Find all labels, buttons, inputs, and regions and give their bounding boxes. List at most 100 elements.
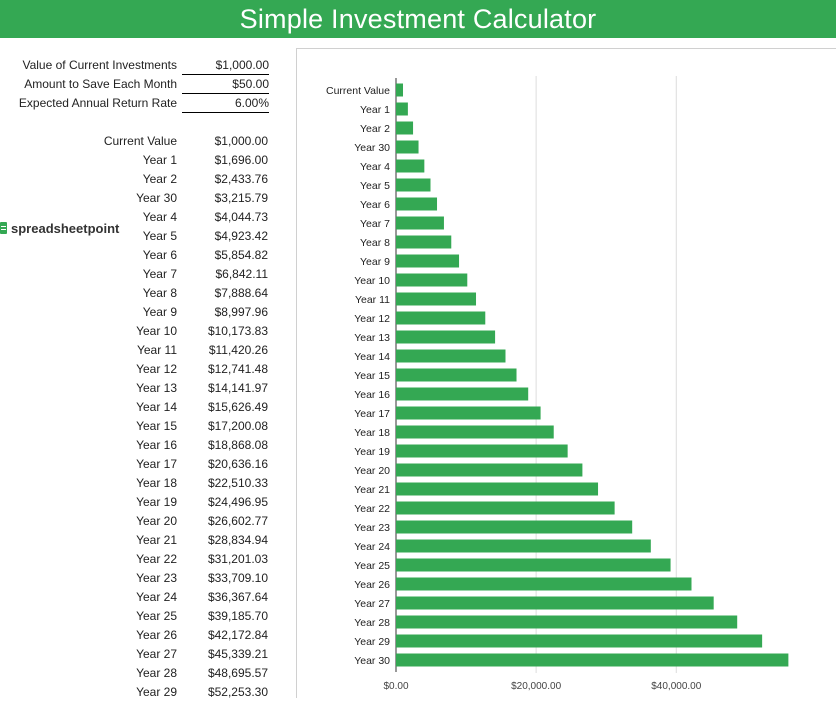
table-row-label: Year 25 <box>136 609 177 623</box>
table-row-label: Year 12 <box>136 362 177 376</box>
bar[interactable] <box>396 368 517 382</box>
table-row-value: $36,367.64 <box>207 590 268 604</box>
bar[interactable] <box>396 482 599 496</box>
bar[interactable] <box>396 539 651 553</box>
bar[interactable] <box>396 159 425 173</box>
x-tick-label: $40,000.00 <box>651 681 701 692</box>
table-row: Year 11 $11,420.26 <box>0 341 270 360</box>
y-tick-label: Year 17 <box>354 408 390 420</box>
bar[interactable] <box>396 387 529 401</box>
table-row: Year 16 $18,868.08 <box>0 436 270 455</box>
table-row-label: Year 6 <box>142 248 177 262</box>
table-row: Year 24 $36,367.64 <box>0 588 270 607</box>
y-tick-label: Year 18 <box>354 427 390 439</box>
bar[interactable] <box>396 634 763 648</box>
bar[interactable] <box>396 83 404 97</box>
table-row-value: $2,433.76 <box>214 172 268 186</box>
bar[interactable] <box>396 121 414 135</box>
bar[interactable] <box>396 463 583 477</box>
table-row: Year 12 $12,741.48 <box>0 360 270 379</box>
table-row-label: Year 13 <box>136 381 177 395</box>
table-row-label: Year 5 <box>142 229 177 243</box>
bar[interactable] <box>396 311 486 325</box>
y-tick-label: Year 22 <box>354 503 390 515</box>
bar[interactable] <box>396 102 408 116</box>
input-row: Expected Annual Return Rate 6.00% <box>0 94 270 113</box>
table-row: Year 26 $42,172.84 <box>0 626 270 645</box>
bar[interactable] <box>396 596 714 610</box>
input-row: Amount to Save Each Month $50.00 <box>0 75 270 94</box>
table-row: Year 14 $15,626.49 <box>0 398 270 417</box>
bar[interactable] <box>396 216 444 230</box>
table-row-label: Year 20 <box>136 514 177 528</box>
table-row: Current Value $1,000.00 <box>0 132 270 151</box>
bar[interactable] <box>396 406 541 420</box>
y-tick-label: Year 20 <box>354 465 390 477</box>
y-tick-label: Year 9 <box>360 256 390 268</box>
table-row: Year 8 $7,888.64 <box>0 284 270 303</box>
table-row: Year 22 $31,201.03 <box>0 550 270 569</box>
y-tick-label: Year 11 <box>355 294 390 306</box>
table-row: Year 6 $5,854.82 <box>0 246 270 265</box>
x-tick-label: $20,000.00 <box>511 681 561 692</box>
table-row: Year 17 $20,636.16 <box>0 455 270 474</box>
bar[interactable] <box>396 501 615 515</box>
brand-logo: spreadsheetpoint <box>0 219 119 237</box>
table-row-label: Year 2 <box>142 172 177 186</box>
table-row-label: Year 9 <box>142 305 177 319</box>
table-row-value: $1,000.00 <box>214 134 268 148</box>
table-row-label: Year 7 <box>142 267 177 281</box>
bar[interactable] <box>396 140 419 154</box>
bar[interactable] <box>396 425 554 439</box>
table-row-value: $31,201.03 <box>207 552 268 566</box>
chart-frame <box>296 48 836 698</box>
table-row-value: $17,200.08 <box>207 419 268 433</box>
table-row: Year 21 $28,834.94 <box>0 531 270 550</box>
input-value-cell[interactable]: $1,000.00 <box>182 56 269 75</box>
table-row-label: Year 17 <box>136 457 177 471</box>
table-row-label: Year 29 <box>136 685 177 699</box>
input-value-cell[interactable]: $50.00 <box>182 75 269 94</box>
table-row-value: $10,173.83 <box>207 324 268 338</box>
bar[interactable] <box>396 254 460 268</box>
table-row: Year 4 $4,044.73 <box>0 208 270 227</box>
spreadsheet-icon <box>0 222 7 234</box>
bar[interactable] <box>396 558 671 572</box>
bar[interactable] <box>396 330 496 344</box>
table-row-value: $4,923.42 <box>214 229 268 243</box>
table-row-value: $45,339.21 <box>207 647 268 661</box>
bar[interactable] <box>396 577 692 591</box>
table-row-value: $22,510.33 <box>207 476 268 490</box>
input-label: Expected Annual Return Rate <box>18 96 177 110</box>
y-tick-label: Year 12 <box>354 313 390 325</box>
bar[interactable] <box>396 444 568 458</box>
y-tick-label: Year 7 <box>360 218 390 230</box>
table-row-label: Year 8 <box>142 286 177 300</box>
y-tick-label: Year 5 <box>360 180 390 192</box>
y-tick-label: Current Value <box>326 85 390 97</box>
page-title: Simple Investment Calculator <box>239 3 597 34</box>
table-row: Year 2 $2,433.76 <box>0 170 270 189</box>
bar[interactable] <box>396 292 477 306</box>
bar[interactable] <box>396 520 633 534</box>
bar[interactable] <box>396 197 438 211</box>
y-tick-label: Year 27 <box>354 598 390 610</box>
y-tick-label: Year 26 <box>354 579 390 591</box>
bar[interactable] <box>396 178 431 192</box>
input-value-cell[interactable]: 6.00% <box>182 94 269 113</box>
table-row-value: $20,636.16 <box>207 457 268 471</box>
investment-bar-chart[interactable]: $0.00 $20,000.00 $40,000.00 Current Value Ye… <box>296 48 836 698</box>
y-tick-label: Year 29 <box>354 636 390 648</box>
bar[interactable] <box>396 615 738 629</box>
y-tick-label: Year 2 <box>360 123 390 135</box>
table-row: Year 18 $22,510.33 <box>0 474 270 493</box>
y-tick-label: Year 25 <box>354 560 390 572</box>
bar[interactable] <box>396 235 452 249</box>
table-row-label: Year 27 <box>136 647 177 661</box>
table-row-label: Year 19 <box>136 495 177 509</box>
bar[interactable] <box>396 653 789 667</box>
table-row-value: $33,709.10 <box>207 571 268 585</box>
bar[interactable] <box>396 349 506 363</box>
bar[interactable] <box>396 273 468 287</box>
table-row: Year 19 $24,496.95 <box>0 493 270 512</box>
